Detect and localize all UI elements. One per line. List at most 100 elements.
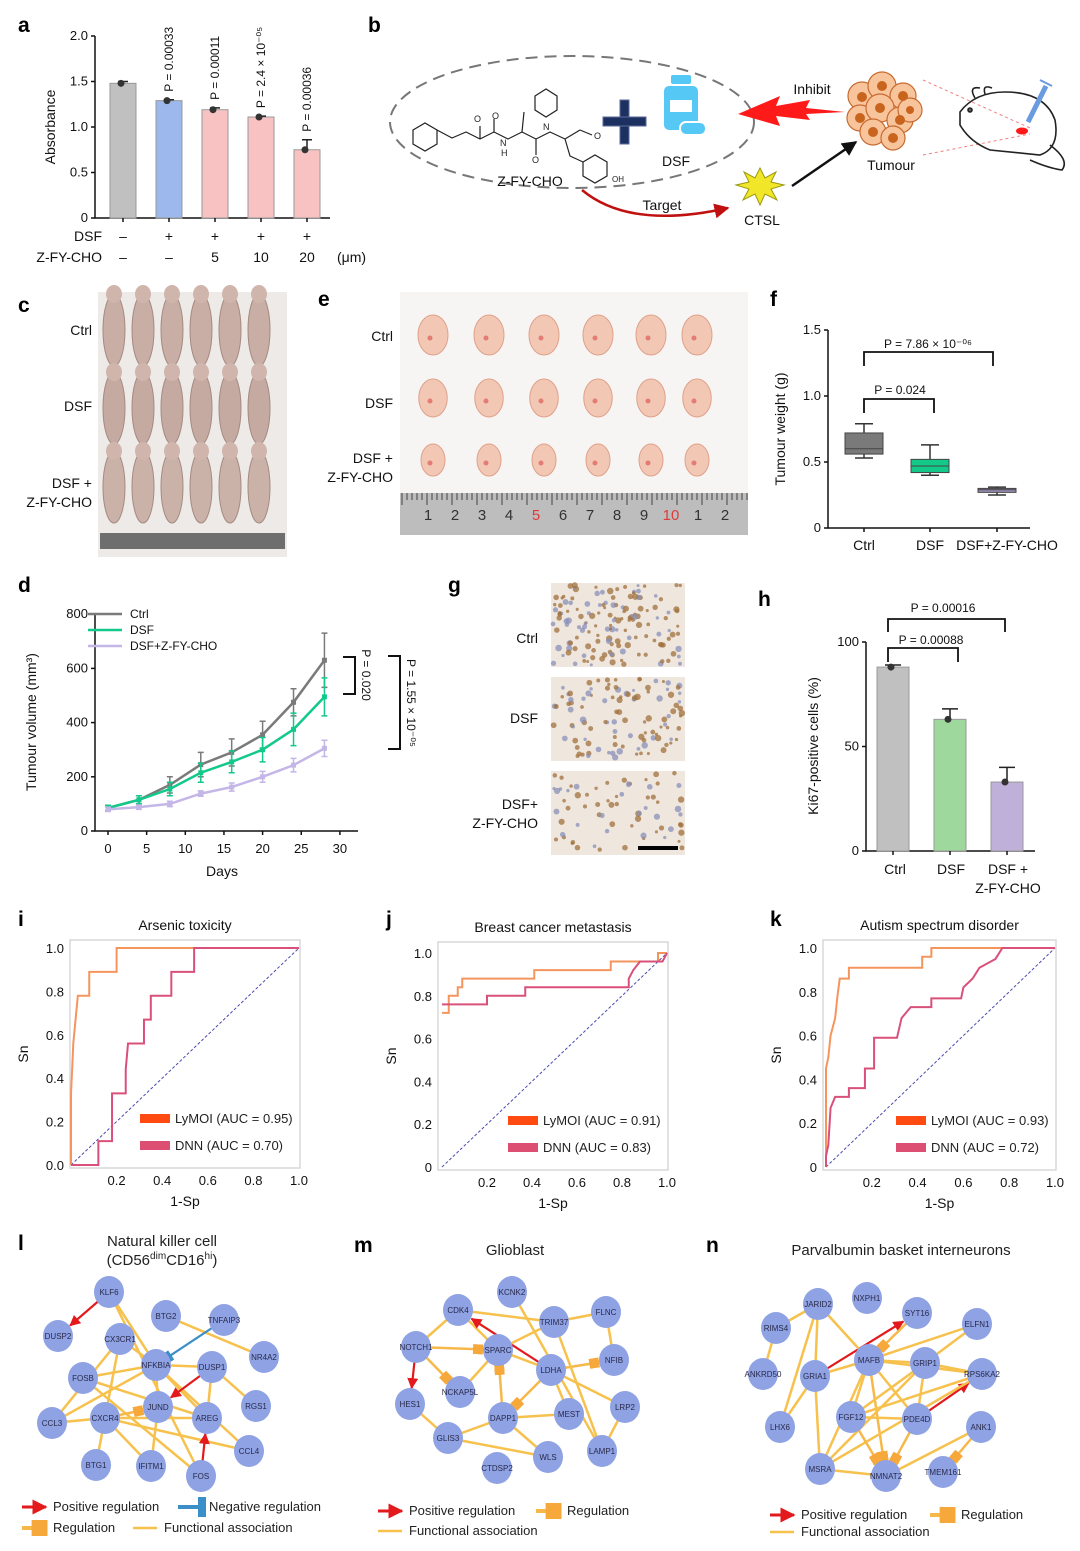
- gene-node: [928, 1456, 958, 1488]
- significance-bracket: [887, 618, 1006, 632]
- stained-nucleus: [614, 709, 619, 715]
- y-tick-label: 0: [81, 823, 88, 838]
- data-point: [167, 801, 173, 807]
- gene-node: [962, 1308, 992, 1340]
- mouse: [160, 450, 184, 524]
- stained-nucleus: [597, 603, 602, 607]
- gene-label: CXCR4: [91, 1414, 119, 1423]
- bar: [201, 109, 229, 219]
- stained-nucleus: [646, 690, 651, 694]
- stained-nucleus: [604, 828, 610, 834]
- stained-nucleus: [616, 696, 623, 704]
- significance-bracket: [343, 656, 356, 695]
- stained-nucleus: [663, 722, 668, 727]
- y-tick-label: 800: [66, 606, 88, 621]
- y-tick-label: 0.2: [414, 1117, 432, 1132]
- gene-node: [483, 1334, 513, 1366]
- stained-nucleus: [602, 698, 608, 704]
- y-axis-label: Sn: [15, 1045, 31, 1062]
- row-label-dsf: DSF: [64, 398, 92, 414]
- panel-letter-l: l: [18, 1232, 24, 1255]
- subtitle-part: hi: [205, 1251, 213, 1262]
- legend-label: Negative regulation: [209, 1499, 321, 1514]
- row-label-dsf: DSF: [510, 710, 538, 726]
- stained-nucleus: [565, 805, 571, 811]
- gene-node: [539, 1306, 569, 1338]
- tumour-sample: [474, 378, 504, 418]
- tumour-sample: [583, 378, 613, 418]
- stained-nucleus: [555, 644, 562, 652]
- gene-node: [587, 1435, 617, 1467]
- stained-nucleus: [653, 678, 659, 684]
- stained-nucleus: [569, 784, 573, 788]
- blood-spot: [427, 398, 433, 404]
- x-tick-label: 0.4: [523, 1175, 541, 1190]
- legend-label: DSF: [130, 623, 154, 637]
- panel-letter-f: f: [770, 288, 778, 311]
- blood-spot: [592, 460, 598, 466]
- oxygen-label: O: [474, 114, 481, 124]
- stained-nucleus: [658, 597, 664, 602]
- stained-nucleus: [641, 737, 647, 743]
- stained-nucleus: [581, 653, 587, 659]
- y-tick-label: 1.0: [46, 941, 64, 956]
- panel-letter-h: h: [758, 588, 771, 611]
- legend-label: Functional association: [164, 1520, 293, 1535]
- stained-nucleus: [655, 616, 659, 620]
- stained-nucleus: [677, 705, 684, 712]
- gene-node: [433, 1422, 463, 1454]
- stained-nucleus: [589, 612, 596, 620]
- gene-node: [854, 1344, 884, 1376]
- plot-frame: [822, 939, 1057, 1171]
- x-tick-label: 0.2: [478, 1175, 496, 1190]
- stained-nucleus: [652, 638, 657, 643]
- stained-nucleus: [670, 650, 677, 657]
- y-tick-label: 0: [814, 520, 821, 535]
- legend-label: Regulation: [567, 1503, 629, 1518]
- stained-nucleus: [627, 593, 634, 600]
- row-value: –: [119, 249, 127, 265]
- y-tick-label: 0: [852, 843, 859, 858]
- gene-label: KCNK2: [499, 1288, 526, 1297]
- gene-node: [186, 1460, 216, 1492]
- stained-nucleus: [632, 613, 639, 620]
- mouse: [189, 293, 213, 367]
- gene-node: [401, 1331, 431, 1363]
- ruler-number: 1: [694, 507, 702, 524]
- stained-nucleus: [610, 750, 616, 756]
- series-line: [107, 747, 326, 811]
- gene-label: GRIP1: [913, 1359, 938, 1368]
- x-tick-label: 25: [294, 841, 308, 856]
- gene-label: KLF6: [99, 1288, 119, 1297]
- p-value-label: P = 7.86 × 10⁻⁰⁶: [884, 337, 972, 351]
- target-label: Target: [643, 197, 682, 213]
- row-label-ctrl: Ctrl: [70, 322, 92, 338]
- stained-nucleus: [677, 691, 682, 695]
- network-edge-func: [165, 1314, 265, 1359]
- stained-nucleus: [653, 594, 658, 598]
- x-tick-label: 1.0: [290, 1173, 308, 1188]
- stained-nucleus: [601, 602, 606, 608]
- stained-nucleus: [581, 696, 586, 701]
- network-edge-func: [868, 1322, 978, 1362]
- data-point: [887, 663, 895, 671]
- x-tick-label: 10: [178, 841, 192, 856]
- gene-node: [151, 1300, 181, 1332]
- gene-label: CTDSP2: [481, 1464, 513, 1473]
- stained-nucleus: [592, 844, 597, 849]
- blood-spot: [483, 460, 489, 466]
- subtitle-part: ): [212, 1252, 217, 1269]
- gene-label: DUSP1: [199, 1363, 226, 1372]
- tumour-sample: [529, 378, 559, 418]
- stained-nucleus: [588, 726, 594, 732]
- compound-label: Z-FY-CHO: [497, 173, 563, 189]
- y-axis-label: Tumour volume (mm³): [23, 653, 39, 791]
- stained-nucleus: [586, 679, 593, 686]
- mouse-head: [135, 285, 151, 303]
- stained-nucleus: [595, 638, 601, 644]
- stained-nucleus: [612, 729, 618, 734]
- mouse: [160, 371, 184, 445]
- panel-letter-e: e: [318, 288, 330, 311]
- stained-nucleus: [659, 725, 663, 729]
- network-edge-func: [819, 1372, 983, 1471]
